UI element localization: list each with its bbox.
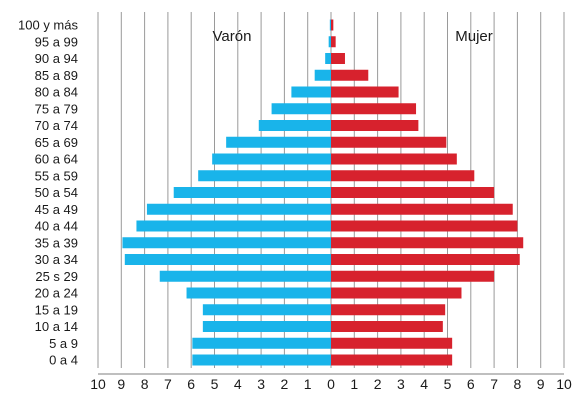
age-group-label: 10 a 14 bbox=[35, 319, 78, 334]
x-tick-label: 3 bbox=[397, 376, 405, 392]
bar-female bbox=[331, 203, 513, 215]
age-group-label: 15 a 19 bbox=[35, 302, 78, 317]
series-label-male: Varón bbox=[213, 28, 252, 45]
bar-female bbox=[331, 254, 520, 265]
age-group-label: 5 a 9 bbox=[49, 336, 78, 351]
bar-male bbox=[212, 153, 331, 165]
bar-female bbox=[331, 103, 417, 115]
bar-female bbox=[331, 53, 345, 64]
x-tick-labels: 10 9 8 7 6 5 4 3 2 1 0 1 2 3 4 5 6 7 8 9 10 bbox=[90, 376, 572, 392]
series-label-female: Mujer bbox=[455, 28, 493, 45]
x-tick-label: 6 bbox=[467, 376, 475, 392]
bar-male bbox=[186, 287, 331, 299]
bar-female bbox=[331, 270, 495, 282]
x-tick-label: 10 bbox=[556, 376, 572, 392]
bar-female bbox=[331, 354, 453, 366]
age-group-label: 75 a 79 bbox=[35, 101, 78, 116]
bar-female bbox=[331, 321, 443, 332]
x-tick-label: 5 bbox=[444, 376, 452, 392]
bar-female bbox=[331, 337, 453, 349]
x-tick-label: 3 bbox=[257, 376, 265, 392]
bar-male bbox=[271, 103, 331, 115]
age-group-label: 95 a 99 bbox=[35, 34, 78, 49]
bar-male bbox=[314, 69, 331, 81]
age-group-label: 40 a 44 bbox=[35, 219, 78, 234]
x-tick-label: 9 bbox=[117, 376, 125, 392]
x-tick-label: 0 bbox=[327, 376, 335, 392]
x-tick-label: 10 bbox=[90, 376, 106, 392]
x-tick-label: 1 bbox=[350, 376, 358, 392]
x-tick-label: 9 bbox=[537, 376, 545, 392]
bar-male bbox=[226, 136, 331, 148]
bar-male bbox=[173, 187, 331, 198]
x-tick-label: 8 bbox=[514, 376, 522, 392]
x-tick-label: 8 bbox=[141, 376, 149, 392]
bar-female bbox=[331, 304, 446, 316]
age-group-label: 35 a 39 bbox=[35, 235, 78, 250]
bars bbox=[122, 19, 524, 366]
bar-female bbox=[331, 153, 457, 165]
age-group-label: 85 a 89 bbox=[35, 68, 78, 83]
bar-male bbox=[159, 270, 331, 282]
age-group-label: 65 a 69 bbox=[35, 135, 78, 150]
bar-male bbox=[124, 254, 331, 265]
bar-male bbox=[192, 337, 331, 349]
x-tick-label: 5 bbox=[211, 376, 219, 392]
x-tick-label: 2 bbox=[281, 376, 289, 392]
x-tick-label: 7 bbox=[164, 376, 172, 392]
age-group-label: 20 a 24 bbox=[35, 286, 78, 301]
x-tick-label: 4 bbox=[234, 376, 242, 392]
age-group-label: 45 a 49 bbox=[35, 202, 78, 217]
x-tick-label: 7 bbox=[490, 376, 498, 392]
age-group-label: 90 a 94 bbox=[35, 51, 78, 66]
bar-male bbox=[258, 120, 331, 131]
x-tick-label: 2 bbox=[374, 376, 382, 392]
bar-female bbox=[331, 170, 475, 182]
bar-male bbox=[192, 354, 331, 366]
bar-female bbox=[331, 120, 419, 131]
age-group-label: 60 a 64 bbox=[35, 152, 78, 167]
bar-female bbox=[331, 69, 369, 81]
age-group-label: 70 a 74 bbox=[35, 118, 78, 133]
bar-male bbox=[329, 19, 331, 31]
age-group-label: 80 a 84 bbox=[35, 85, 78, 100]
x-tick-label: 4 bbox=[420, 376, 428, 392]
bar-male bbox=[291, 86, 331, 98]
bar-female bbox=[331, 86, 399, 98]
bar-female bbox=[331, 220, 518, 232]
bar-female bbox=[331, 287, 462, 299]
bar-male bbox=[136, 220, 331, 232]
bar-female bbox=[331, 237, 524, 249]
age-group-label: 0 a 4 bbox=[49, 353, 78, 368]
bar-male bbox=[146, 203, 331, 215]
bar-female bbox=[331, 19, 334, 31]
x-tick-label: 6 bbox=[187, 376, 195, 392]
bar-male bbox=[202, 304, 331, 316]
age-group-label: 100 y más bbox=[18, 18, 78, 33]
bar-female bbox=[331, 187, 495, 198]
bar-female bbox=[331, 36, 336, 48]
age-group-label: 25 s 29 bbox=[35, 269, 78, 284]
bar-male bbox=[122, 237, 331, 249]
bar-male bbox=[325, 53, 331, 64]
x-tick-label: 1 bbox=[304, 376, 312, 392]
age-group-label: 55 a 59 bbox=[35, 168, 78, 183]
bar-male bbox=[328, 36, 331, 48]
bar-female bbox=[331, 136, 447, 148]
bar-male bbox=[198, 170, 331, 182]
age-group-label: 30 a 34 bbox=[35, 252, 78, 267]
age-group-label: 50 a 54 bbox=[35, 185, 78, 200]
bar-male bbox=[202, 321, 331, 332]
